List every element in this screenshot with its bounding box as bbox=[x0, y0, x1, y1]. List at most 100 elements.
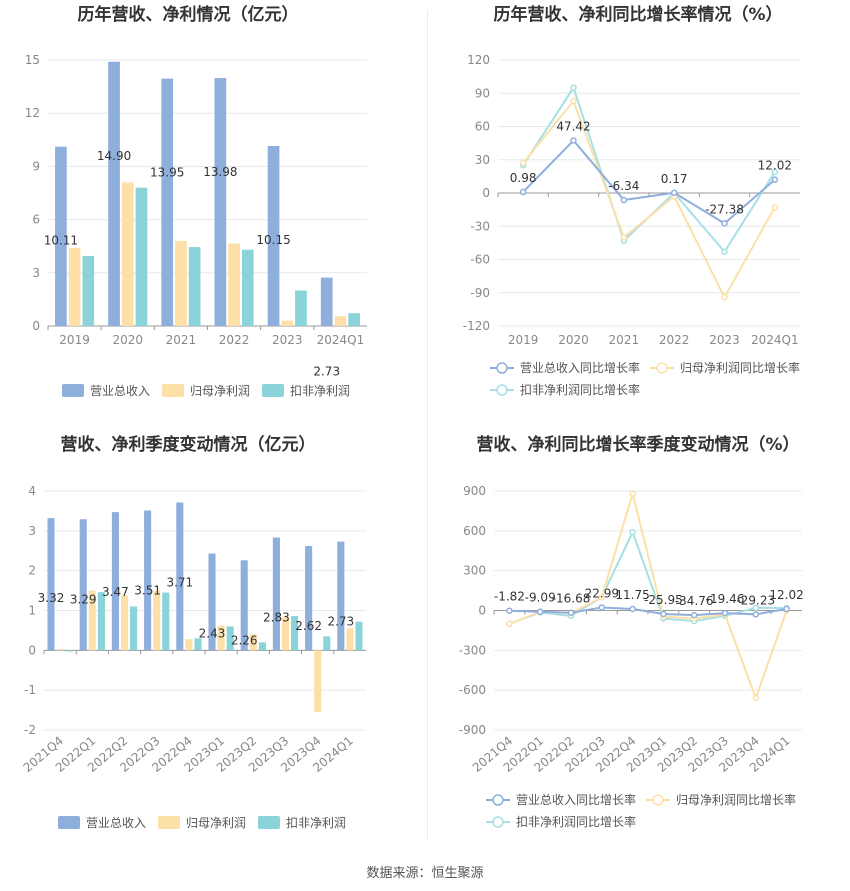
data-point bbox=[771, 204, 779, 211]
x-tick-label: 2019 bbox=[508, 333, 539, 347]
data-label: 10.15 bbox=[256, 233, 290, 247]
chart-1: 历年营收、净利情况（亿元） 0 3 6 9 12 15 2019 2020 2021 2022 202… bbox=[25, 4, 367, 398]
data-label: 3.51 bbox=[134, 584, 161, 598]
data-label: 3.47 bbox=[102, 585, 129, 599]
data-point bbox=[721, 220, 728, 227]
bar bbox=[334, 316, 347, 326]
bar bbox=[258, 642, 266, 651]
bar bbox=[323, 636, 331, 651]
chart-3: 营收、净利季度变动情况（亿元）-2-1012342021Q42022Q12022… bbox=[21, 434, 366, 830]
y-tick-label: 60 bbox=[475, 120, 490, 134]
bar bbox=[208, 553, 216, 651]
data-point bbox=[721, 248, 728, 255]
y-tick-label: -2 bbox=[24, 723, 36, 737]
legend-label: 归母净利润 bbox=[190, 384, 250, 398]
series-line bbox=[509, 606, 787, 617]
legend-swatch bbox=[58, 816, 80, 829]
y-tick-label: 30 bbox=[475, 153, 490, 167]
x-tick-label: 2019 bbox=[59, 333, 90, 347]
data-label: 13.95 bbox=[150, 166, 184, 180]
y-tick-label: -900 bbox=[459, 723, 486, 737]
data-point bbox=[783, 605, 790, 613]
data-point bbox=[721, 609, 729, 617]
bar bbox=[130, 606, 138, 651]
y-tick-label: 15 bbox=[25, 53, 40, 67]
bar bbox=[194, 638, 202, 651]
data-point bbox=[620, 234, 628, 241]
data-point bbox=[752, 694, 760, 702]
data-label: 2.43 bbox=[199, 627, 226, 641]
series-line bbox=[522, 138, 776, 225]
bar bbox=[88, 590, 96, 651]
y-tick-label: -30 bbox=[470, 219, 490, 233]
y-tick-label: -60 bbox=[470, 253, 490, 267]
data-point bbox=[570, 97, 577, 105]
data-label: 2.73 bbox=[313, 365, 340, 379]
legend-swatch bbox=[262, 384, 284, 397]
y-tick-label: 0 bbox=[32, 319, 40, 333]
bar bbox=[176, 502, 184, 651]
legend-swatch bbox=[158, 816, 180, 829]
bar bbox=[97, 592, 105, 651]
data-label: 0.17 bbox=[661, 172, 688, 186]
chart-title: 历年营收、净利情况（亿元） bbox=[78, 4, 299, 25]
data-label: 14.90 bbox=[97, 149, 131, 163]
series-line bbox=[522, 85, 776, 254]
data-label: 3.71 bbox=[166, 576, 193, 590]
y-tick-label: 1 bbox=[28, 604, 36, 618]
y-tick-label: 2 bbox=[28, 564, 36, 578]
bar bbox=[337, 541, 345, 651]
bar bbox=[47, 518, 55, 651]
bar bbox=[214, 78, 227, 326]
legend-marker bbox=[652, 794, 664, 806]
y-tick-label: 90 bbox=[475, 86, 490, 100]
y-tick-label: 0 bbox=[28, 643, 36, 657]
legend-swatch bbox=[258, 816, 280, 829]
bar bbox=[144, 510, 152, 651]
data-point bbox=[519, 159, 527, 167]
data-label: 2.62 bbox=[295, 619, 322, 633]
x-tick-label: 2021 bbox=[609, 333, 640, 347]
data-label: -9.09 bbox=[525, 591, 556, 605]
bar bbox=[188, 247, 201, 326]
y-tick-label: -90 bbox=[470, 286, 490, 300]
legend-marker bbox=[656, 362, 668, 374]
legend-label: 扣非净利润同比增长率 bbox=[520, 382, 640, 397]
bar bbox=[55, 146, 67, 326]
legend-swatch bbox=[162, 384, 184, 397]
y-tick-label: -300 bbox=[459, 643, 486, 657]
bar bbox=[161, 78, 174, 327]
series-line bbox=[522, 99, 776, 300]
data-point bbox=[752, 611, 760, 618]
legend-label: 归母净利润同比增长率 bbox=[676, 792, 796, 807]
series-line bbox=[509, 529, 787, 625]
bar bbox=[175, 240, 187, 326]
y-tick-label: 9 bbox=[32, 159, 40, 173]
chart-title: 历年营收、净利同比增长率情况（%） bbox=[493, 4, 782, 25]
data-label: 11.75 bbox=[615, 588, 649, 602]
data-label: -1.82 bbox=[494, 590, 525, 604]
bar bbox=[82, 255, 95, 326]
data-point bbox=[752, 604, 760, 612]
data-point bbox=[506, 620, 513, 628]
data-point bbox=[771, 176, 779, 183]
x-tick-label: 2022 bbox=[659, 333, 690, 347]
legend-marker bbox=[496, 384, 508, 396]
legend-label: 扣非净利润 bbox=[290, 384, 350, 398]
bar bbox=[346, 628, 354, 651]
legend-marker bbox=[492, 816, 504, 828]
data-point bbox=[570, 84, 577, 91]
legend-label: 营业总收入 bbox=[90, 384, 150, 398]
legend: 营业总收入 归母净利润 扣非净利润 bbox=[62, 384, 350, 398]
bar bbox=[291, 616, 299, 651]
bar bbox=[295, 290, 307, 326]
bar bbox=[355, 621, 363, 651]
bar bbox=[56, 649, 64, 651]
chart-title: 营收、净利季度变动情况（亿元） bbox=[61, 434, 316, 455]
bar bbox=[135, 187, 148, 326]
y-tick-label: 6 bbox=[32, 213, 40, 227]
data-point bbox=[536, 608, 544, 615]
legend-marker bbox=[492, 794, 504, 806]
data-label: 2.83 bbox=[263, 611, 290, 625]
